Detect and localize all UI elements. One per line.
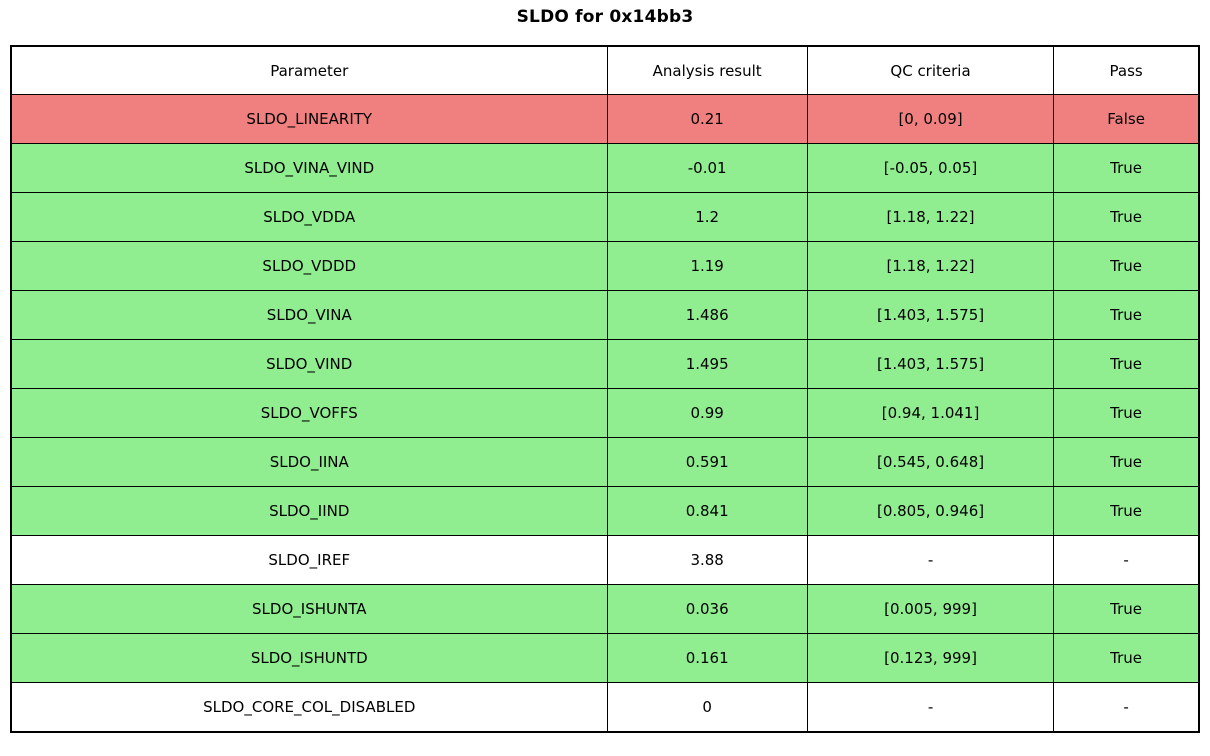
parameter-cell: SLDO_VDDA [10, 192, 608, 242]
qc-results-table: Parameter Analysis result QC criteria Pa… [10, 45, 1200, 733]
column-header-pass: Pass [1053, 45, 1200, 95]
result-cell: 3.88 [606, 535, 808, 585]
table-row: SLDO_VDDA 1.2 [1.18, 1.22] True [10, 192, 1200, 242]
result-cell: -0.01 [606, 143, 808, 193]
parameter-cell: SLDO_CORE_COL_DISABLED [10, 682, 608, 733]
result-cell: 0.161 [606, 633, 808, 683]
parameter-cell: SLDO_IIND [10, 486, 608, 536]
pass-cell: True [1053, 290, 1200, 340]
pass-cell: True [1053, 192, 1200, 242]
table-row: SLDO_IINA 0.591 [0.545, 0.648] True [10, 437, 1200, 487]
result-cell: 1.486 [606, 290, 808, 340]
result-cell: 0.591 [606, 437, 808, 487]
result-cell: 1.495 [606, 339, 808, 389]
result-cell: 0.99 [606, 388, 808, 438]
criteria-cell: [0.805, 0.946] [806, 486, 1055, 536]
pass-cell: True [1053, 437, 1200, 487]
result-cell: 0.036 [606, 584, 808, 634]
column-header-qc-criteria: QC criteria [806, 45, 1055, 95]
table-row: SLDO_LINEARITY 0.21 [0, 0.09] False [10, 94, 1200, 144]
pass-cell: True [1053, 143, 1200, 193]
parameter-cell: SLDO_ISHUNTA [10, 584, 608, 634]
parameter-cell: SLDO_VINA [10, 290, 608, 340]
table-row: SLDO_ISHUNTD 0.161 [0.123, 999] True [10, 633, 1200, 683]
table-row: SLDO_VINA_VIND -0.01 [-0.05, 0.05] True [10, 143, 1200, 193]
criteria-cell: [0, 0.09] [806, 94, 1055, 144]
result-cell: 0.841 [606, 486, 808, 536]
table-header-row: Parameter Analysis result QC criteria Pa… [10, 45, 1200, 95]
parameter-cell: SLDO_VIND [10, 339, 608, 389]
table-row: SLDO_VOFFS 0.99 [0.94, 1.041] True [10, 388, 1200, 438]
column-header-analysis-result: Analysis result [606, 45, 808, 95]
page-title: SLDO for 0x14bb3 [516, 7, 694, 27]
pass-cell: True [1053, 633, 1200, 683]
pass-cell: True [1053, 241, 1200, 291]
result-cell: 1.2 [606, 192, 808, 242]
parameter-cell: SLDO_LINEARITY [10, 94, 608, 144]
parameter-cell: SLDO_IINA [10, 437, 608, 487]
parameter-cell: SLDO_VOFFS [10, 388, 608, 438]
table-row: SLDO_VINA 1.486 [1.403, 1.575] True [10, 290, 1200, 340]
parameter-cell: SLDO_VINA_VIND [10, 143, 608, 193]
criteria-cell: [-0.05, 0.05] [806, 143, 1055, 193]
pass-cell: - [1053, 535, 1200, 585]
criteria-cell: [0.94, 1.041] [806, 388, 1055, 438]
criteria-cell: [0.005, 999] [806, 584, 1055, 634]
pass-cell: False [1053, 94, 1200, 144]
pass-cell: True [1053, 388, 1200, 438]
table-row: SLDO_IIND 0.841 [0.805, 0.946] True [10, 486, 1200, 536]
column-header-parameter: Parameter [10, 45, 608, 95]
parameter-cell: SLDO_VDDD [10, 241, 608, 291]
table-row: SLDO_VDDD 1.19 [1.18, 1.22] True [10, 241, 1200, 291]
pass-cell: True [1053, 339, 1200, 389]
pass-cell: True [1053, 584, 1200, 634]
criteria-cell: - [806, 535, 1055, 585]
result-cell: 0.21 [606, 94, 808, 144]
table-row: SLDO_CORE_COL_DISABLED 0 - - [10, 682, 1200, 733]
parameter-cell: SLDO_ISHUNTD [10, 633, 608, 683]
criteria-cell: [1.403, 1.575] [806, 290, 1055, 340]
criteria-cell: [1.18, 1.22] [806, 241, 1055, 291]
table-row: SLDO_ISHUNTA 0.036 [0.005, 999] True [10, 584, 1200, 634]
criteria-cell: [1.403, 1.575] [806, 339, 1055, 389]
criteria-cell: [0.545, 0.648] [806, 437, 1055, 487]
pass-cell: True [1053, 486, 1200, 536]
criteria-cell: [0.123, 999] [806, 633, 1055, 683]
criteria-cell: [1.18, 1.22] [806, 192, 1055, 242]
table-row: SLDO_IREF 3.88 - - [10, 535, 1200, 585]
criteria-cell: - [806, 682, 1055, 733]
table-row: SLDO_VIND 1.495 [1.403, 1.575] True [10, 339, 1200, 389]
pass-cell: - [1053, 682, 1200, 733]
result-cell: 0 [606, 682, 808, 733]
result-cell: 1.19 [606, 241, 808, 291]
parameter-cell: SLDO_IREF [10, 535, 608, 585]
